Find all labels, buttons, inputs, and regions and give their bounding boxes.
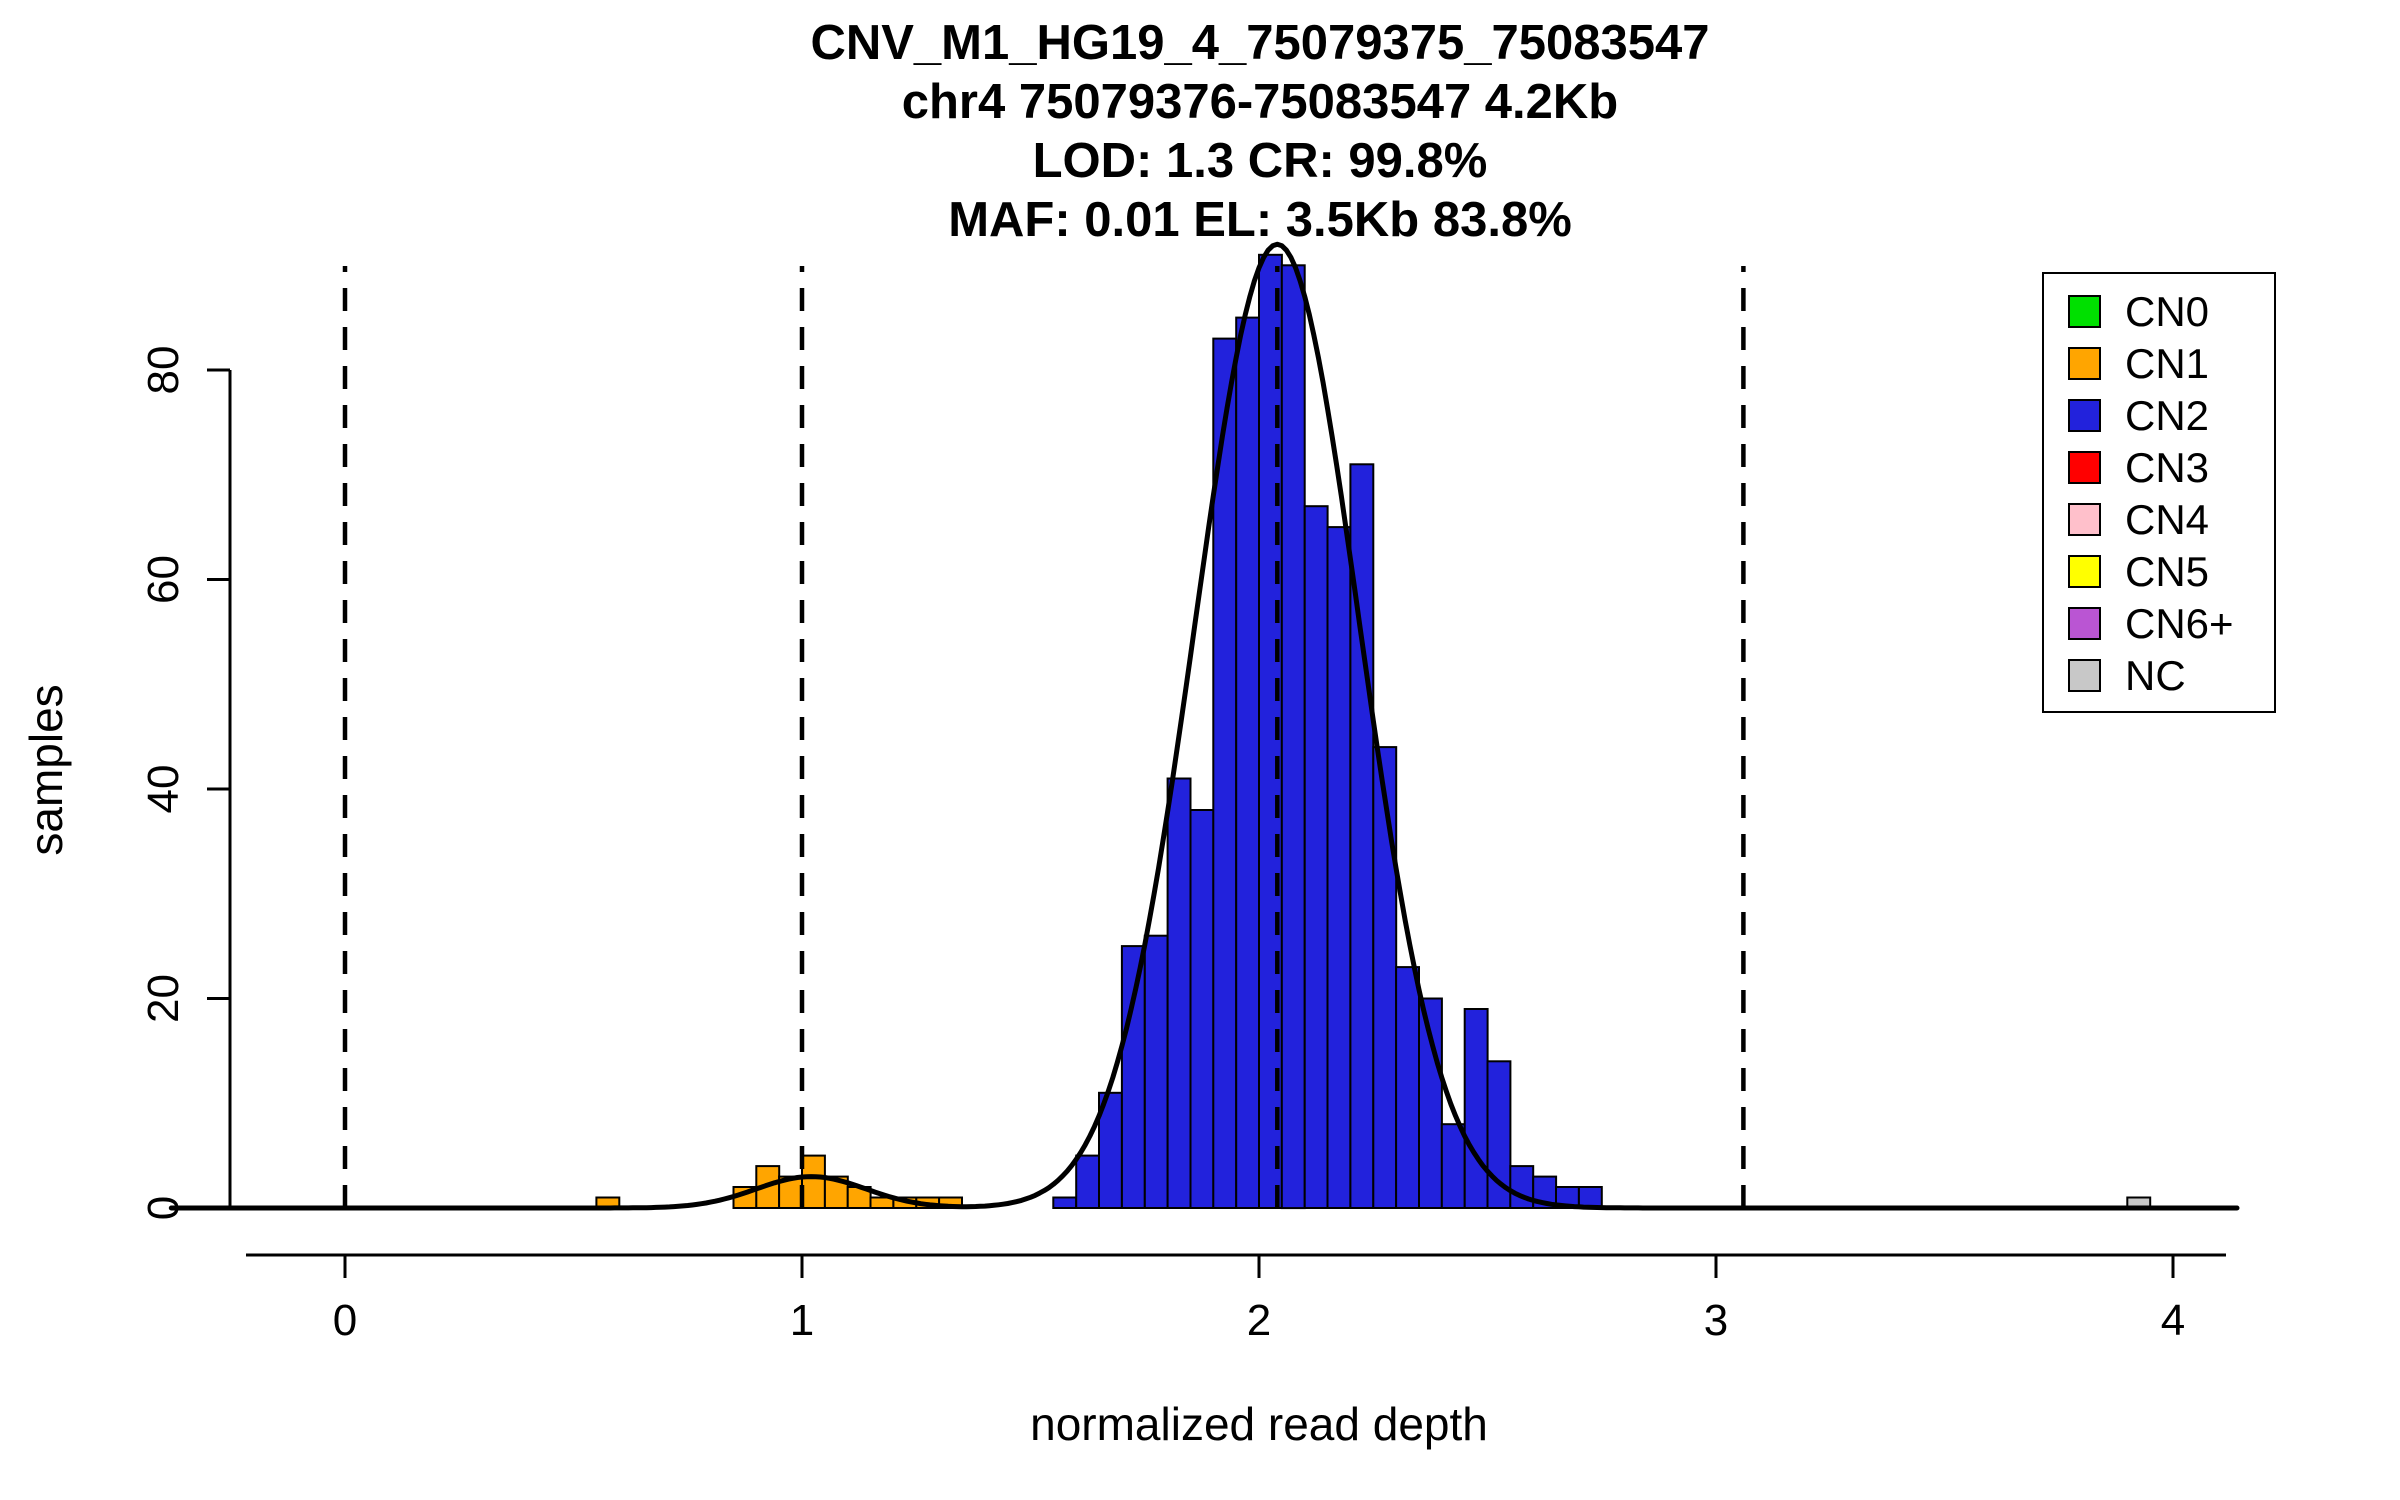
- legend-swatch-cn4: [2068, 503, 2101, 536]
- legend-swatch-cn1: [2068, 347, 2101, 380]
- legend-swatch-cn6plus: [2068, 607, 2101, 640]
- x-axis-tick-label: 2: [1247, 1296, 1271, 1345]
- legend-swatch-cn0: [2068, 295, 2101, 328]
- plot-title-line-3: LOD: 1.3 CR: 99.8%: [1032, 134, 1488, 188]
- legend-item-cn0: CN0: [2068, 288, 2264, 335]
- legend-item-cn3: CN3: [2068, 444, 2264, 491]
- legend-swatch-cn2: [2068, 399, 2101, 432]
- histogram-bar-cn2: [1463, 1008, 1489, 1209]
- legend-label-cn4: CN4: [2125, 496, 2210, 543]
- y-axis-tick-label: 40: [139, 765, 188, 814]
- legend-item-cn6plus: CN6+: [2068, 600, 2264, 647]
- y-axis-tick-label: 0: [139, 1196, 188, 1220]
- legend-label-cn5: CN5: [2125, 548, 2210, 595]
- legend: CN0 CN1 CN2 CN3 CN4 CN5 CN6+ NC: [2042, 272, 2276, 713]
- legend-item-cn2: CN2: [2068, 392, 2264, 439]
- histogram-bar-cn2: [1440, 1123, 1466, 1209]
- histogram-bar-cn2: [1235, 316, 1261, 1210]
- x-axis-tick-label: 3: [1704, 1296, 1728, 1345]
- y-axis-tick-label: 20: [139, 974, 188, 1023]
- legend-label-cn3: CN3: [2125, 444, 2210, 491]
- histogram-bar-cn2: [1075, 1154, 1101, 1209]
- legend-swatch-nc: [2068, 659, 2101, 692]
- histogram-bar-cn2: [1143, 934, 1169, 1209]
- histogram-bar-cn2: [1120, 945, 1146, 1209]
- plot-title: CNV_M1_HG19_4_75079375_75083547 chr4 750…: [330, 14, 2190, 250]
- plot-title-line-1: CNV_M1_HG19_4_75079375_75083547: [810, 16, 1710, 70]
- plot-title-line-4: MAF: 0.01 EL: 3.5Kb 83.8%: [948, 193, 1572, 247]
- legend-label-cn0: CN0: [2125, 288, 2210, 335]
- plot-title-line-2: chr4 75079376-75083547 4.2Kb: [901, 75, 1619, 129]
- histogram-bar-cn2: [1486, 1060, 1512, 1210]
- legend-label-nc: NC: [2125, 652, 2186, 699]
- histogram-bar-cn2: [1326, 526, 1352, 1209]
- histogram-bar-cn1: [801, 1154, 826, 1209]
- y-axis-tick-label: 60: [139, 555, 188, 604]
- histogram-bar-cn2: [1303, 505, 1329, 1209]
- legend-swatch-cn3: [2068, 451, 2101, 484]
- x-axis-tick-label: 0: [333, 1296, 357, 1345]
- histogram-bar-cn2: [1372, 746, 1398, 1209]
- y-axis-tick-label: 80: [139, 346, 188, 395]
- histogram-bar-cn2: [1166, 777, 1192, 1209]
- x-axis-tick-label: 1: [790, 1296, 814, 1345]
- legend-item-cn4: CN4: [2068, 496, 2264, 543]
- histogram-bar-cn2: [1280, 264, 1306, 1210]
- legend-item-cn5: CN5: [2068, 548, 2264, 595]
- x-axis-tick-label: 4: [2161, 1296, 2185, 1345]
- x-axis-title: normalized read depth: [1030, 1398, 1488, 1450]
- y-axis-title: samples: [20, 684, 72, 855]
- histogram-bar-cn2: [1189, 809, 1215, 1209]
- legend-item-nc: NC: [2068, 652, 2264, 699]
- histogram-bar-cn2: [1052, 1196, 1078, 1209]
- legend-label-cn6plus: CN6+: [2125, 600, 2234, 647]
- legend-label-cn2: CN2: [2125, 392, 2210, 439]
- legend-label-cn1: CN1: [2125, 340, 2210, 387]
- legend-item-cn1: CN1: [2068, 340, 2264, 387]
- legend-swatch-cn5: [2068, 555, 2101, 588]
- histogram-bar-cn2: [1395, 966, 1420, 1209]
- density-curve: [168, 241, 2240, 1211]
